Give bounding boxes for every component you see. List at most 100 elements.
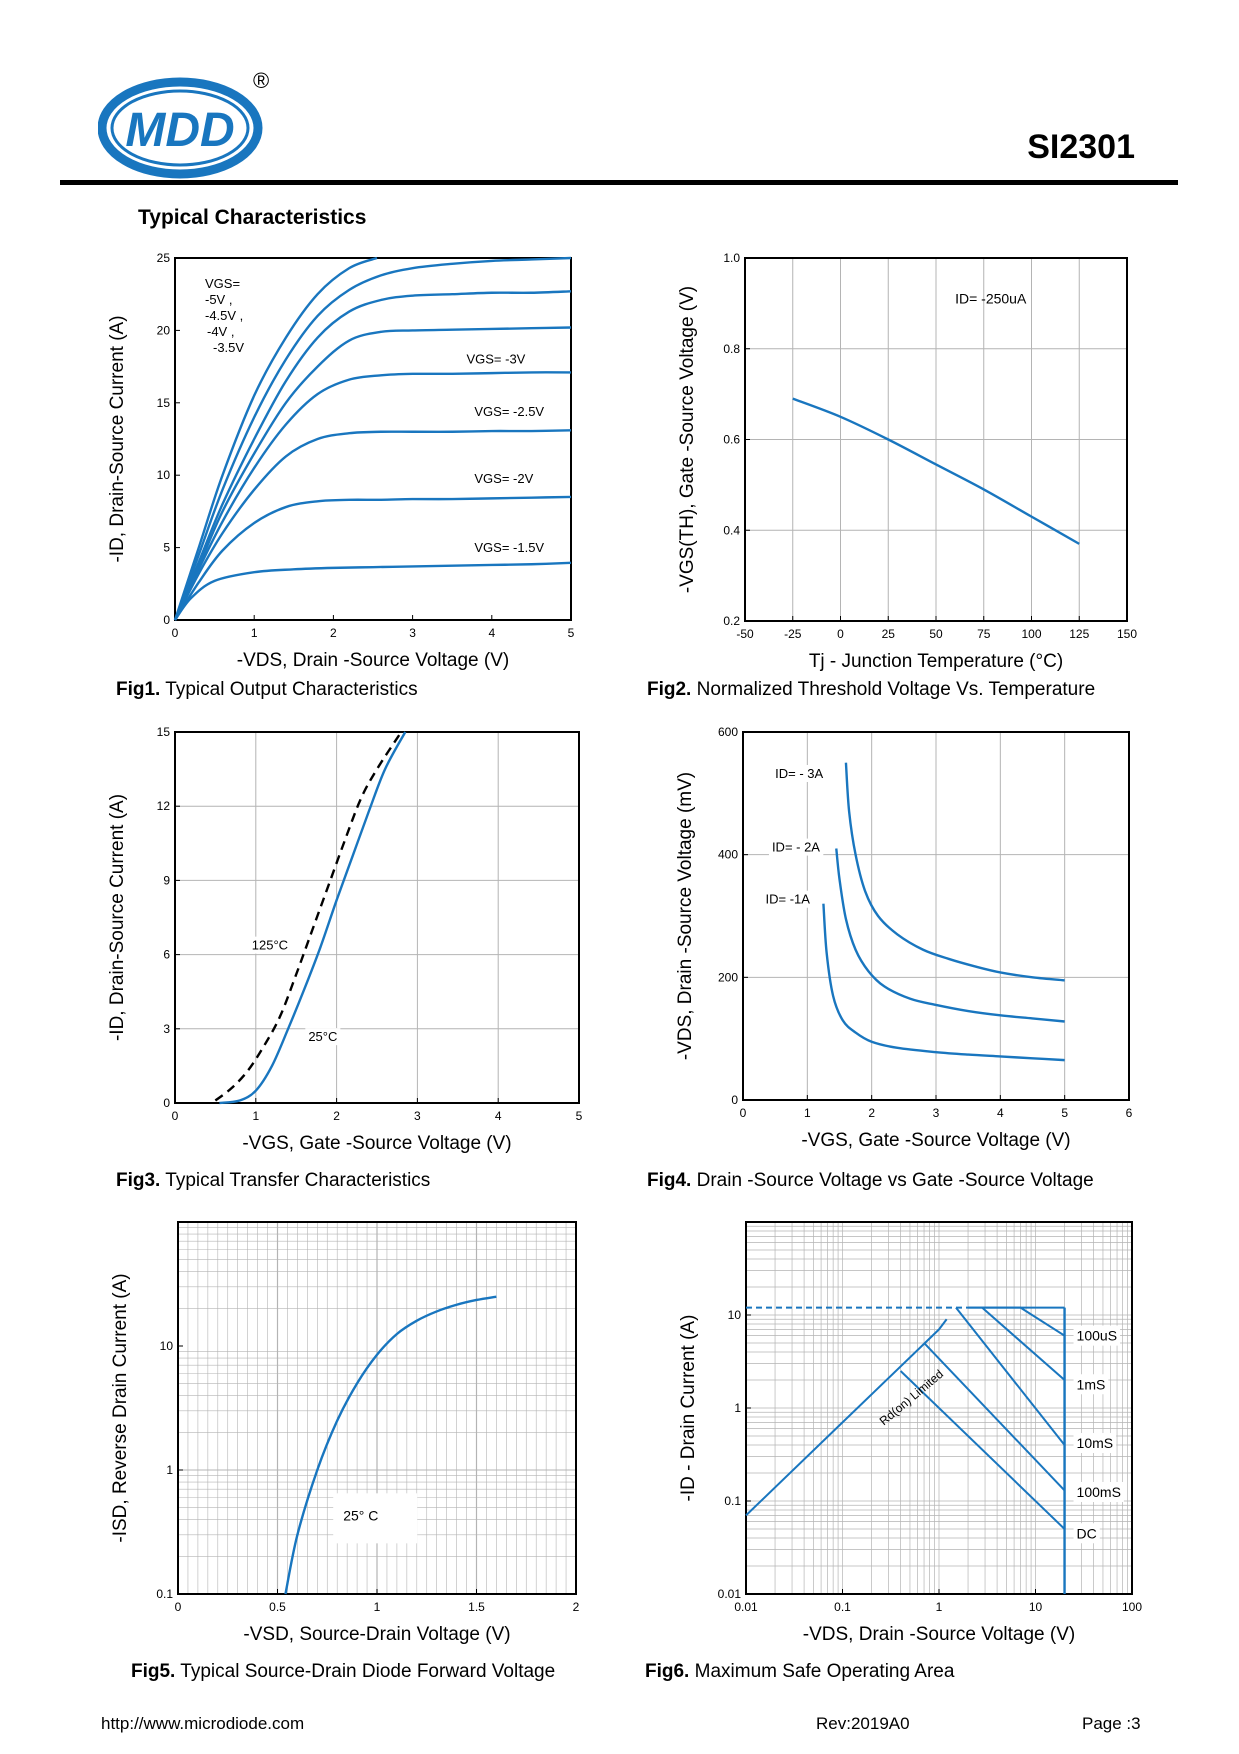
fig3-series-label: 125°C: [252, 938, 288, 953]
caption-fig4-text: Drain -Source Voltage vs Gate -Source Vo…: [691, 1170, 1094, 1191]
fig5-xtick-label: 0: [175, 1600, 182, 1614]
fig2-xtick-label: 125: [1069, 627, 1089, 641]
fig4-series-label: ID= - 3A: [775, 766, 823, 781]
fig1-ytick-label: 15: [157, 396, 171, 410]
footer-rev: Rev:2019A0: [816, 1714, 910, 1733]
fig3-xtick-label: 1: [252, 1109, 259, 1123]
fig6-xtick-label: 1: [936, 1600, 943, 1614]
fig1-series-label: VGS= -3V: [466, 352, 525, 367]
fig4-xtick-label: 5: [1061, 1106, 1068, 1120]
fig1-series-5: [173, 429, 572, 621]
fig1-xtick-label: 1: [251, 626, 258, 640]
caption-fig1: Fig1. Typical Output Characteristics: [116, 679, 418, 701]
fig1-xtick-label: 0: [172, 626, 179, 640]
fig4-xtick-label: 1: [804, 1106, 811, 1120]
caption-fig5-text: Typical Source-Drain Diode Forward Volta…: [175, 1661, 556, 1682]
fig6-series-label: 10mS: [1077, 1435, 1114, 1451]
fig6-ytick-label: 0.01: [718, 1587, 742, 1601]
fig1-series-0: [173, 256, 378, 621]
fig6-series-2: [955, 1307, 1066, 1446]
fig6-label-bg: [1073, 1523, 1100, 1544]
fig6-label-bg: [1073, 1325, 1121, 1346]
fig5-ytick-label: 10: [160, 1339, 174, 1353]
fig1-series-label: VGS= -2.5V: [474, 404, 544, 419]
fig1-xtick-label: 5: [568, 626, 575, 640]
fig4-ytick-label: 400: [718, 848, 738, 862]
fig1-series-label: VGS= -2V: [474, 471, 533, 486]
fig1-ytick-label: 25: [157, 251, 171, 265]
fig2-xtick-label: 50: [929, 627, 943, 641]
fig4-xtick-label: 4: [997, 1106, 1004, 1120]
fig3-xtick-label: 0: [172, 1109, 179, 1123]
caption-fig5-num: Fig5.: [131, 1661, 176, 1682]
fig1-label-bg: [471, 470, 537, 488]
fig3-xlabel: -VGS, Gate -Source Voltage (V): [242, 1133, 511, 1154]
fig6-ylabel: -ID - Drain Current (A): [678, 1315, 699, 1502]
fig6-series-3: [923, 1342, 1066, 1492]
chart-fig5: 0 0.5 1 1.5 2 0.1 1 10 25° C -VSD, Source-Drain V…: [110, 1221, 580, 1645]
fig1-ylabel: -ID, Drain-Source Current (A): [107, 315, 128, 562]
fig5-ytick-label: 1: [166, 1463, 173, 1477]
fig1-xlabel: -VDS, Drain -Source Voltage (V): [237, 650, 509, 671]
fig5-ytick-label: 0.1: [156, 1587, 173, 1601]
fig2-xtick-label: 25: [882, 627, 896, 641]
fig6-xlabel: -VDS, Drain -Source Voltage (V): [803, 1624, 1075, 1645]
fig1-label-bg: [471, 538, 548, 556]
fig1-label-bg: [471, 402, 548, 420]
fig4-xlabel: -VGS, Gate -Source Voltage (V): [801, 1130, 1070, 1151]
fig1-legend-line: -4V ,: [207, 324, 234, 339]
fig5-xlabel: -VSD, Source-Drain Voltage (V): [243, 1624, 510, 1645]
fig3-ytick-label: 12: [157, 799, 171, 813]
fig6-ytick-label: 10: [728, 1308, 742, 1322]
fig4-label-bg: [768, 838, 824, 856]
fig1-xtick-label: 4: [488, 626, 495, 640]
footer-url[interactable]: http://www.microdiode.com: [101, 1714, 305, 1733]
fig5-xtick-label: 0.5: [269, 1600, 286, 1614]
fig6-xtick-label: 0.1: [834, 1600, 851, 1614]
fig5-xtick-label: 2: [573, 1600, 580, 1614]
fig1-legend-line: VGS=: [205, 276, 240, 291]
fig4-xtick-label: 0: [740, 1106, 747, 1120]
fig1-series-6: [173, 495, 572, 621]
fig3-xtick-label: 4: [495, 1109, 502, 1123]
fig4-series-label: ID= -1A: [766, 892, 811, 907]
fig6-xtick-label: 10: [1029, 1600, 1043, 1614]
fig4-series-1: [835, 848, 1065, 1023]
fig1-ytick-label: 5: [163, 541, 170, 555]
fig2-xtick-label: -50: [736, 627, 754, 641]
fig1-xtick-label: 3: [409, 626, 416, 640]
chart-fig1: 0 1 2 3 4 5 0 5 10 15 20 25 VGS= -3V VGS= -2.5V VGS= -…: [107, 251, 575, 671]
fig2-xlabel: Tj - Junction Temperature (°C): [809, 651, 1063, 672]
caption-fig3: Fig3. Typical Transfer Characteristics: [116, 1170, 430, 1192]
caption-fig5: Fig5. Typical Source-Drain Diode Forward…: [131, 1661, 555, 1683]
fig2-xtick-label: -25: [784, 627, 802, 641]
fig2-ytick-label: 0.8: [723, 342, 740, 356]
fig3-series-label: 25°C: [308, 1029, 337, 1044]
chart-fig6: 0.01 0.1 1 10 100 0.01 0.1 1 10 100uS 1mS 10mS 100mS…: [678, 1221, 1142, 1645]
fig4-xtick-label: 3: [933, 1106, 940, 1120]
section-title: Typical Characteristics: [138, 206, 367, 229]
fig6-label-bg: [1073, 1374, 1109, 1395]
fig6-series-4: [899, 1370, 1066, 1530]
caption-fig6: Fig6. Maximum Safe Operating Area: [645, 1661, 954, 1683]
fig3-ytick-label: 15: [157, 725, 171, 739]
caption-fig2-text: Normalized Threshold Voltage Vs. Tempera…: [691, 679, 1096, 700]
fig3-label-bg: [248, 936, 292, 954]
caption-fig1-text: Typical Output Characteristics: [160, 679, 418, 700]
fig6-ytick-label: 0.1: [724, 1494, 741, 1508]
fig6-xtick-label: 100: [1122, 1600, 1142, 1614]
fig3-xtick-label: 3: [414, 1109, 421, 1123]
fig4-label-bg: [772, 765, 827, 782]
caption-fig1-num: Fig1.: [116, 679, 161, 700]
fig2-frame: [744, 257, 1128, 622]
fig5-xtick-label: 1: [374, 1600, 381, 1614]
fig1-series-3: [173, 326, 572, 621]
fig1-legend-line: -5V ,: [205, 292, 232, 307]
fig3-series-1: [214, 731, 403, 1102]
chart-fig4: 0 1 2 3 4 5 6 0 200 400 600 ID= - 3A ID= - 2A ID= -1A…: [675, 725, 1133, 1151]
fig4-series-label: ID= - 2A: [772, 840, 820, 855]
caption-fig4-num: Fig4.: [647, 1170, 692, 1191]
fig6-frame: [745, 1221, 1133, 1595]
fig4-xtick-label: 6: [1126, 1106, 1133, 1120]
